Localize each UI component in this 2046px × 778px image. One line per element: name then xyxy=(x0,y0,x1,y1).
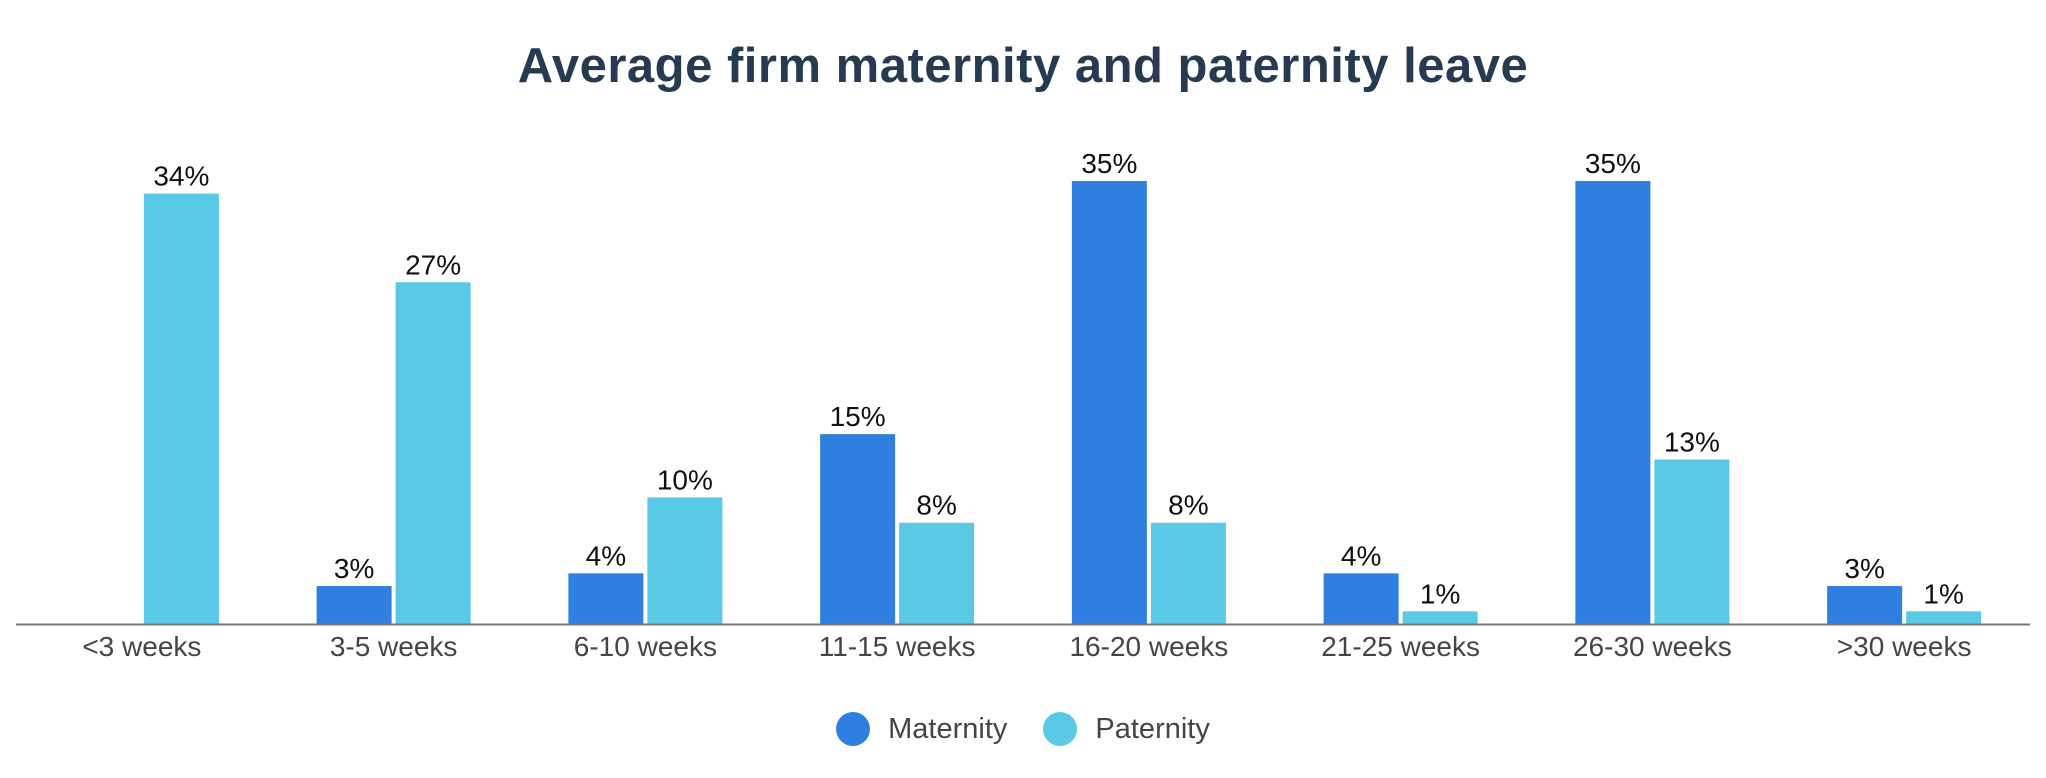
bar-maternity[interactable] xyxy=(316,586,392,624)
data-label: 35% xyxy=(1081,148,1137,179)
bar-paternity[interactable] xyxy=(1150,522,1226,624)
x-tick-label: 6-10 weeks xyxy=(574,631,717,662)
bar-maternity[interactable] xyxy=(1575,181,1651,624)
data-label: 1% xyxy=(1923,578,1963,609)
x-tick-label: >30 weeks xyxy=(1837,631,1972,662)
x-tick-label: 3-5 weeks xyxy=(330,631,458,662)
bar-paternity[interactable] xyxy=(395,282,471,624)
legend-swatch-paternity xyxy=(1043,712,1078,746)
data-label: 8% xyxy=(916,490,956,521)
legend-item-maternity[interactable]: Maternity xyxy=(836,712,1007,746)
chart-title: Average firm maternity and paternity lea… xyxy=(517,39,1529,93)
bar-group: 4% 1% xyxy=(1323,540,1478,624)
data-label: 34% xyxy=(153,161,209,192)
chart-legend: Maternity Paternity xyxy=(0,712,2046,746)
bar-group: 34% xyxy=(143,161,219,624)
legend-label-paternity: Paternity xyxy=(1095,712,1210,745)
data-label: 1% xyxy=(1420,578,1460,609)
x-tick-label: 16-20 weeks xyxy=(1069,631,1228,662)
x-tick-label: 21-25 weeks xyxy=(1321,631,1480,662)
bar-paternity[interactable] xyxy=(143,193,219,624)
data-label: 13% xyxy=(1664,426,1720,457)
data-label: 27% xyxy=(405,249,461,280)
bar-group: 35% 13% xyxy=(1575,148,1730,624)
legend-label-maternity: Maternity xyxy=(888,712,1008,745)
bar-chart: 34% <3 weeks 3% 27% 3-5 weeks 4% 10% 6-10 weeks… xyxy=(16,148,2030,662)
bar-paternity[interactable] xyxy=(1906,611,1982,624)
legend-item-paternity[interactable]: Paternity xyxy=(1043,712,1210,746)
data-label: 35% xyxy=(1585,148,1641,179)
data-label: 3% xyxy=(1844,553,1884,584)
x-tick-label: <3 weeks xyxy=(82,631,201,662)
data-label: 10% xyxy=(657,464,713,495)
bar-maternity[interactable] xyxy=(568,573,644,624)
bar-paternity[interactable] xyxy=(899,522,975,624)
bar-group: 4% 10% xyxy=(568,464,723,624)
bar-group: 3% 27% xyxy=(316,249,471,624)
data-label: 8% xyxy=(1168,490,1208,521)
bar-maternity[interactable] xyxy=(1827,586,1903,624)
data-label: 4% xyxy=(586,540,626,571)
bar-maternity[interactable] xyxy=(1323,573,1399,624)
data-label: 3% xyxy=(334,553,374,584)
bar-paternity[interactable] xyxy=(1402,611,1478,624)
bar-group: 35% 8% xyxy=(1071,148,1226,624)
bar-paternity[interactable] xyxy=(647,497,723,624)
bar-maternity[interactable] xyxy=(1071,181,1147,624)
data-label: 4% xyxy=(1341,540,1381,571)
data-label: 15% xyxy=(830,401,886,432)
x-tick-label: 11-15 weeks xyxy=(819,631,976,662)
bar-maternity[interactable] xyxy=(820,434,896,624)
bar-group: 15% 8% xyxy=(820,401,975,624)
x-tick-label: 26-30 weeks xyxy=(1573,631,1732,662)
bar-paternity[interactable] xyxy=(1654,459,1730,624)
bar-group: 3% 1% xyxy=(1827,553,1982,624)
legend-swatch-maternity xyxy=(836,712,871,746)
